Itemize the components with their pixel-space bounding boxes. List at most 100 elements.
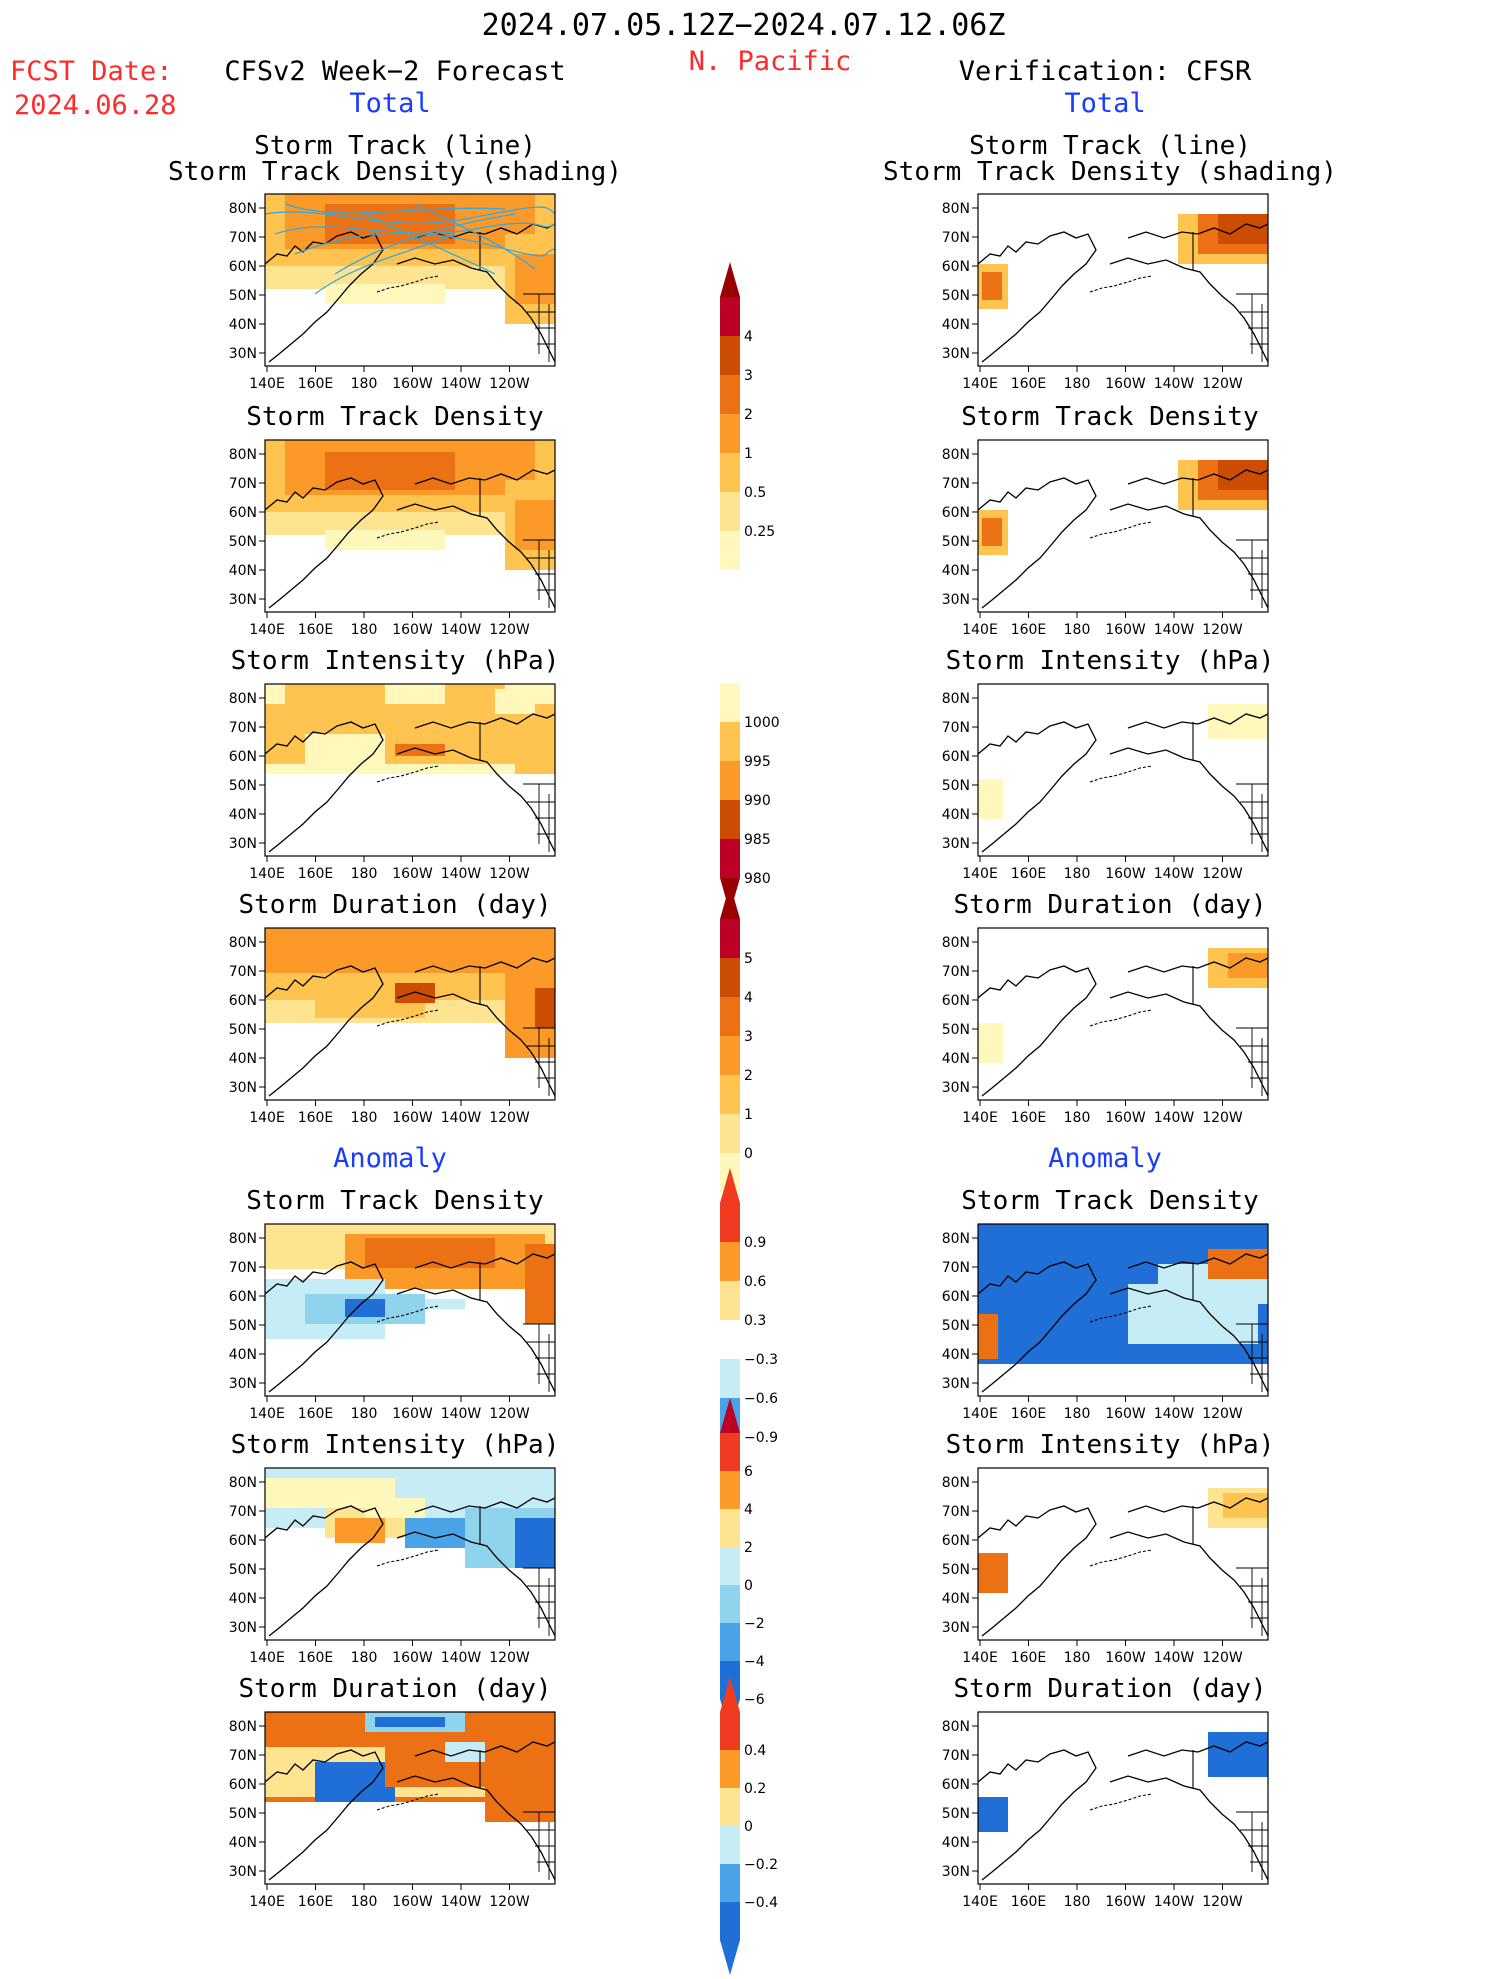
lat-tick-label: 40N xyxy=(229,807,257,823)
lat-tick-label: 30N xyxy=(942,1620,970,1636)
lon-tick-label: 160W xyxy=(392,1894,433,1910)
lon-tick-label: 140E xyxy=(249,1894,285,1910)
left-column-title: CFSv2 Week−2 Forecast xyxy=(224,56,566,87)
colorbar-intensity-anom: 6 4 2 0 −2 −4 −6 xyxy=(700,1398,820,1738)
lat-tick-label: 80N xyxy=(942,1231,970,1247)
lon-tick-label: 120W xyxy=(1202,622,1243,638)
lat-tick-label: 50N xyxy=(229,1562,257,1578)
colorbar-label: 1 xyxy=(744,1107,753,1123)
lat-tick-label: 80N xyxy=(229,1475,257,1491)
lon-tick-label: 160E xyxy=(298,1650,334,1666)
lon-tick-label: 180 xyxy=(1064,1406,1091,1422)
lon-tick-label: 160W xyxy=(1105,1406,1146,1422)
verification-intensity-anom-map: 80N 70N 60N 50N 40N 30N 140E 160E 180 160W 140W 120… xyxy=(918,1458,1288,1674)
lon-tick-label: 180 xyxy=(1064,866,1091,882)
panel-title-track-shading: Storm Track Density (shading) xyxy=(168,157,622,187)
colorbar-label: −0.3 xyxy=(744,1352,778,1368)
panel-title-density-verif: Storm Track Density xyxy=(961,402,1259,432)
lat-tick-label: 60N xyxy=(229,505,257,521)
lat-tick-label: 30N xyxy=(229,1864,257,1880)
colorbar-label: 0.4 xyxy=(744,1743,766,1759)
lon-tick-label: 160W xyxy=(392,376,433,392)
verification-intensity-map: 80N 70N 60N 50N 40N 30N 140E 160E 180 160W 140W 120… xyxy=(918,674,1288,890)
lon-tick-label: 120W xyxy=(489,1650,530,1666)
colorbar-label: −6 xyxy=(744,1692,765,1708)
fcst-date-label: FCST Date: xyxy=(10,56,173,87)
lat-tick-label: 40N xyxy=(229,1347,257,1363)
lon-tick-label: 180 xyxy=(351,866,378,882)
left-anomaly-label: Anomaly xyxy=(333,1143,447,1174)
lon-tick-label: 180 xyxy=(351,1110,378,1126)
lat-tick-label: 80N xyxy=(229,935,257,951)
lon-tick-label: 160W xyxy=(392,866,433,882)
verification-density-anom-map: 80N 70N 60N 50N 40N 30N 140E 160E 180 160W 140W 120… xyxy=(918,1214,1288,1430)
lon-tick-label: 180 xyxy=(1064,1894,1091,1910)
lat-tick-label: 70N xyxy=(942,476,970,492)
lon-tick-label: 160W xyxy=(1105,622,1146,638)
colorbar-label: 0.6 xyxy=(744,1274,766,1290)
lon-tick-label: 140E xyxy=(962,866,998,882)
lat-tick-label: 60N xyxy=(942,1533,970,1549)
colorbar-duration-total: 5 4 3 2 1 0 xyxy=(700,884,820,1231)
lon-tick-label: 140E xyxy=(249,1110,285,1126)
colorbar-label: 5 xyxy=(744,951,753,967)
lon-tick-label: 160W xyxy=(392,1650,433,1666)
lon-tick-label: 180 xyxy=(1064,622,1091,638)
lon-tick-label: 140E xyxy=(962,1650,998,1666)
lon-tick-label: 140E xyxy=(962,1406,998,1422)
lat-tick-label: 30N xyxy=(229,836,257,852)
colorbar-label: 0.2 xyxy=(744,1781,766,1797)
lon-tick-label: 120W xyxy=(1202,1650,1243,1666)
panel-title-density-anom-verif: Storm Track Density xyxy=(961,1186,1259,1216)
colorbar-label: 0.5 xyxy=(744,485,766,501)
lat-tick-label: 80N xyxy=(942,201,970,217)
lon-tick-label: 160E xyxy=(298,1406,334,1422)
colorbar-label: 985 xyxy=(744,832,771,848)
lat-tick-label: 60N xyxy=(942,259,970,275)
lat-tick-label: 70N xyxy=(942,720,970,736)
lon-tick-label: 120W xyxy=(1202,866,1243,882)
colorbar-label: 3 xyxy=(744,368,753,384)
lon-tick-label: 160W xyxy=(1105,376,1146,392)
lat-tick-label: 60N xyxy=(229,1533,257,1549)
lat-tick-label: 70N xyxy=(229,230,257,246)
right-anomaly-label: Anomaly xyxy=(1048,1143,1162,1174)
colorbar-label: 995 xyxy=(744,754,771,770)
lat-tick-label: 40N xyxy=(229,1591,257,1607)
lon-tick-label: 140E xyxy=(962,622,998,638)
colorbar-label: −0.6 xyxy=(744,1391,778,1407)
right-total-label: Total xyxy=(1064,88,1146,119)
panel-title-duration-anom-verif: Storm Duration (day) xyxy=(953,1674,1267,1704)
lon-tick-label: 160W xyxy=(392,1406,433,1422)
date-range-title: 2024.07.05.12Z−2024.07.12.06Z xyxy=(481,8,1006,43)
panel-title-density-anom: Storm Track Density xyxy=(246,1186,544,1216)
lat-tick-label: 40N xyxy=(942,1591,970,1607)
verification-duration-map: 80N 70N 60N 50N 40N 30N 140E 160E 180 160W 140W 120… xyxy=(918,918,1288,1134)
lon-tick-label: 160W xyxy=(392,1110,433,1126)
left-total-label: Total xyxy=(349,88,431,119)
lon-tick-label: 160E xyxy=(1011,866,1047,882)
lat-tick-label: 40N xyxy=(229,563,257,579)
lat-tick-label: 50N xyxy=(942,288,970,304)
lon-tick-label: 140W xyxy=(441,1650,482,1666)
lat-tick-label: 40N xyxy=(942,317,970,333)
lon-tick-label: 140W xyxy=(1154,622,1195,638)
lat-tick-label: 30N xyxy=(229,1620,257,1636)
lon-tick-label: 160E xyxy=(1011,1110,1047,1126)
lat-tick-label: 50N xyxy=(942,778,970,794)
lat-tick-label: 70N xyxy=(229,1260,257,1276)
colorbar-label: 990 xyxy=(744,793,771,809)
lon-tick-label: 160W xyxy=(392,622,433,638)
lat-tick-label: 40N xyxy=(942,563,970,579)
lat-tick-label: 30N xyxy=(229,1080,257,1096)
lat-tick-label: 60N xyxy=(229,993,257,1009)
panel-title-intensity-verif: Storm Intensity (hPa) xyxy=(945,646,1275,676)
colorbar-label: 4 xyxy=(744,990,753,1006)
lat-tick-label: 70N xyxy=(942,1260,970,1276)
panel-title-track-shading-verif: Storm Track Density (shading) xyxy=(883,157,1337,187)
lat-tick-label: 70N xyxy=(229,476,257,492)
lon-tick-label: 140W xyxy=(441,866,482,882)
lon-tick-label: 160E xyxy=(298,376,334,392)
lon-tick-label: 160W xyxy=(1105,1650,1146,1666)
panel-title-duration-anom: Storm Duration (day) xyxy=(238,1674,552,1704)
